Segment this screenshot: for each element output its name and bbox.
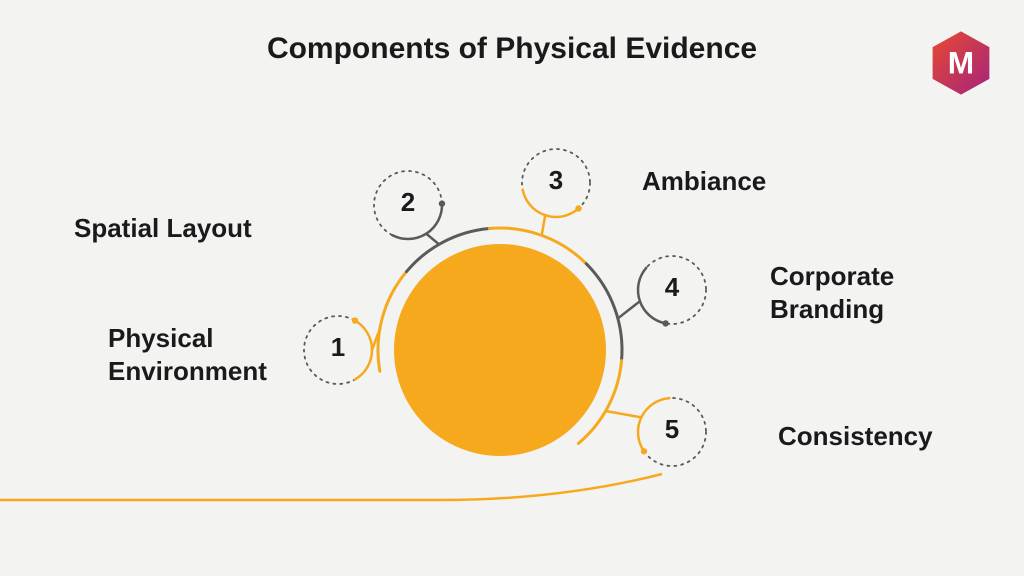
node-number: 1 (318, 332, 358, 363)
baseline (0, 474, 662, 500)
node-connector (426, 234, 439, 245)
node-label: Spatial Layout (74, 212, 252, 245)
node-label: Corporate Branding (770, 260, 894, 325)
node-number: 3 (536, 165, 576, 196)
node-number: 4 (652, 272, 692, 303)
node-arc-end-dot (575, 205, 581, 211)
node-number: 5 (652, 414, 692, 445)
node-label: Ambiance (642, 165, 766, 198)
node-connector (606, 411, 642, 417)
node-connector (618, 301, 640, 318)
node-label: Physical Environment (108, 322, 267, 387)
node-number: 2 (388, 187, 428, 218)
infographic-canvas: 1 Physical Environment 2 Spatial Layout 3 Amb… (0, 0, 1024, 576)
node-label: Consistency (778, 420, 933, 453)
node-arc-end-dot (352, 317, 358, 323)
node-arc-end-dot (439, 200, 445, 206)
node-arc-end-dot (641, 448, 647, 454)
hub-circle (394, 244, 606, 456)
brand-logo-letter: M (948, 45, 974, 81)
brand-logo: M (928, 30, 994, 96)
node-connector (542, 215, 545, 235)
node-arc-end-dot (662, 320, 668, 326)
page-title: Components of Physical Evidence (267, 32, 757, 66)
